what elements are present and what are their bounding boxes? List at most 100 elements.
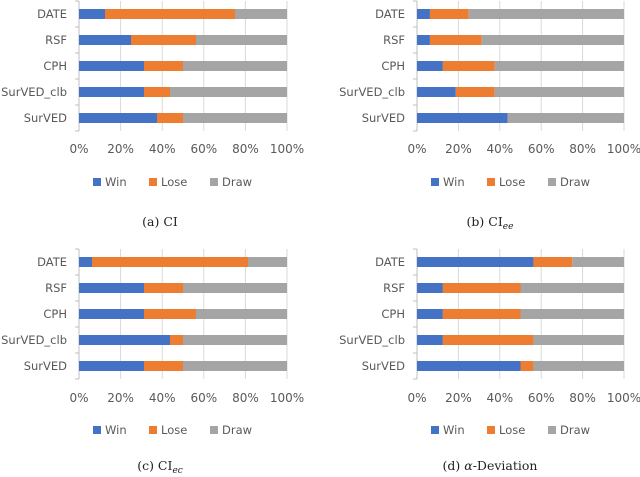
x-tick-label: 80% <box>569 142 596 156</box>
bar-draw <box>520 309 624 319</box>
bar-win <box>417 113 508 123</box>
bar-lose <box>144 61 183 71</box>
category-label: CPH <box>43 59 67 73</box>
legend-swatch-lose <box>149 426 157 434</box>
bar-lose <box>520 361 534 371</box>
bar-draw <box>183 283 287 293</box>
x-tick-label: 40% <box>486 391 513 405</box>
x-tick-label: 20% <box>107 391 134 405</box>
bar-lose <box>533 257 573 267</box>
bar-lose <box>455 87 495 97</box>
bar-lose <box>157 113 183 123</box>
category-label: SurVED_clb <box>1 85 67 99</box>
x-tick-label: 60% <box>528 391 555 405</box>
bar-lose <box>170 335 183 345</box>
x-tick-label: 100% <box>270 142 304 156</box>
bar-win <box>79 361 144 371</box>
legend-swatch-win <box>431 426 439 434</box>
bar-win <box>79 9 105 19</box>
bar-win <box>417 61 443 71</box>
bar-lose <box>429 35 482 45</box>
bar-win <box>79 61 144 71</box>
caption: (d) α-Deviation <box>443 458 538 473</box>
bar-win <box>417 257 534 267</box>
bar-draw <box>533 335 624 345</box>
category-label: RSF <box>45 281 67 295</box>
bar-draw <box>520 283 624 293</box>
x-tick-label: 100% <box>607 391 640 405</box>
category-label: DATE <box>37 7 67 21</box>
bar-draw <box>170 87 287 97</box>
chart-panel-a: 0% 20% 40% 60% 80% 100% DATE RSF CPH SurVED_clb Su… <box>1 0 304 229</box>
chart-panel-c: 0% 20% 40% 60% 80% 100% DATE RSF CPH SurVED_clb Su… <box>1 248 304 476</box>
bar-win <box>417 87 456 97</box>
caption: (c) CIec <box>137 458 183 476</box>
chart-panel-b: 0% 20% 40% 60% 80% 100% DATE RSF CPH SurVED_clb Su… <box>339 0 640 232</box>
category-label: DATE <box>375 255 405 269</box>
category-label: RSF <box>45 33 67 47</box>
category-label: SurVED <box>24 359 67 373</box>
bar-lose <box>442 309 521 319</box>
legend-swatch-draw <box>210 426 218 434</box>
bar-lose <box>442 61 495 71</box>
legend-swatch-win <box>93 426 101 434</box>
bar-draw <box>183 361 287 371</box>
bar-win <box>417 283 443 293</box>
x-tick-label: 40% <box>149 391 176 405</box>
x-tick-label: 20% <box>445 142 472 156</box>
x-tick-label: 60% <box>190 142 217 156</box>
bar-win <box>79 113 157 123</box>
bar-lose <box>442 335 534 345</box>
x-tick-label: 80% <box>232 142 259 156</box>
bar-win <box>417 309 443 319</box>
bar-win <box>417 9 430 19</box>
bar-win <box>417 35 430 45</box>
x-tick-label: 100% <box>607 142 640 156</box>
bar-draw <box>183 61 287 71</box>
legend-swatch-lose <box>487 178 495 186</box>
bar-draw <box>196 309 287 319</box>
bar-lose <box>144 361 183 371</box>
legend-label: Draw <box>222 423 252 437</box>
bar-win <box>79 35 131 45</box>
x-tick-label: 0% <box>69 142 88 156</box>
bar-lose <box>144 283 183 293</box>
legend-label: Lose <box>499 423 525 437</box>
category-label: CPH <box>381 59 405 73</box>
category-label: CPH <box>43 307 67 321</box>
x-tick-label: 0% <box>69 391 88 405</box>
bar-win <box>79 87 144 97</box>
legend-swatch-draw <box>548 426 556 434</box>
caption: (b) CIee <box>467 214 514 232</box>
category-label: RSF <box>383 33 405 47</box>
x-tick-label: 60% <box>190 391 217 405</box>
legend-swatch-win <box>431 178 439 186</box>
category-label: DATE <box>37 255 67 269</box>
legend-label: Draw <box>560 175 590 189</box>
x-tick-label: 80% <box>232 391 259 405</box>
bar-draw <box>494 61 624 71</box>
category-label: SurVED_clb <box>339 333 405 347</box>
x-tick-label: 40% <box>149 142 176 156</box>
legend-label: Lose <box>499 175 525 189</box>
legend-label: Win <box>443 175 465 189</box>
x-tick-label: 100% <box>270 391 304 405</box>
bar-draw <box>494 87 624 97</box>
legend-swatch-draw <box>210 178 218 186</box>
bar-draw <box>183 335 287 345</box>
bar-win <box>79 283 144 293</box>
legend-label: Draw <box>222 175 252 189</box>
chart-panel-d: 0% 20% 40% 60% 80% 100% DATE RSF CPH SurVED_clb Su… <box>339 248 640 473</box>
legend-label: Lose <box>161 423 187 437</box>
bar-draw <box>235 9 287 19</box>
legend-label: Win <box>105 423 127 437</box>
category-label: SurVED_clb <box>339 85 405 99</box>
bar-draw <box>481 35 624 45</box>
x-tick-label: 0% <box>407 391 426 405</box>
bar-win <box>79 309 144 319</box>
category-label: SurVED <box>362 359 405 373</box>
bar-lose <box>429 9 469 19</box>
category-label: SurVED <box>362 111 405 125</box>
legend-swatch-draw <box>548 178 556 186</box>
legend-label: Win <box>105 175 127 189</box>
